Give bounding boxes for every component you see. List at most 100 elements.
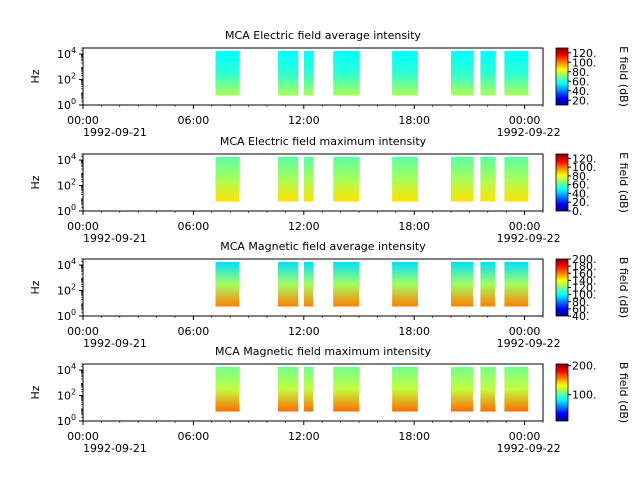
y-tick-label: 104 bbox=[57, 152, 76, 167]
spectrogram-block-8 bbox=[504, 50, 529, 96]
x-tick-label: 00:00 bbox=[67, 430, 99, 443]
spectrogram-block-6 bbox=[451, 366, 474, 412]
x-tick-label: 18:00 bbox=[398, 114, 430, 127]
y-tick-label: 100 bbox=[57, 413, 76, 428]
spectrogram-block-3 bbox=[303, 366, 313, 412]
colorbar-tick-label: 60. bbox=[572, 75, 590, 88]
colorbar-label: E field (dB) bbox=[617, 152, 630, 213]
x-tick-label: 06:00 bbox=[178, 430, 210, 443]
spectrogram-block-2 bbox=[278, 261, 299, 307]
spectrogram-block-3 bbox=[303, 261, 313, 307]
spectrogram-block-2 bbox=[278, 366, 299, 412]
colorbar-tick-label: 180. bbox=[572, 260, 597, 273]
panel-2: MCA Electric field maximum intensity 100 1… bbox=[29, 135, 630, 245]
spectrogram-block-7 bbox=[480, 366, 496, 412]
colorbar bbox=[555, 153, 569, 212]
panel-1: MCA Electric field average intensity 100 1… bbox=[29, 29, 630, 139]
spectrogram-block-3 bbox=[303, 156, 313, 202]
x-tick-label: 18:00 bbox=[398, 325, 430, 338]
x-tick-label: 06:00 bbox=[178, 114, 210, 127]
spectrogram-block-4 bbox=[333, 156, 359, 202]
colorbar-tick-label: 120. bbox=[572, 47, 597, 60]
x-date-label: 1992-09-21 bbox=[83, 126, 147, 139]
spectrogram-block-4 bbox=[333, 366, 359, 412]
spectrogram-block-1 bbox=[215, 50, 240, 96]
spectrogram-block-2 bbox=[278, 50, 299, 96]
colorbar-tick-label: 140. bbox=[572, 274, 597, 287]
x-tick-label: 06:00 bbox=[178, 325, 210, 338]
plot-frame bbox=[82, 153, 544, 212]
colorbar-tick-label: 80. bbox=[572, 66, 590, 79]
y-tick-label: 102 bbox=[57, 72, 76, 87]
x-tick-label: 00:00 bbox=[509, 325, 541, 338]
spectrogram-block-7 bbox=[480, 156, 496, 202]
spectrogram-block-5 bbox=[392, 156, 418, 202]
panel-title: MCA Magnetic field maximum intensity bbox=[215, 345, 431, 358]
x-tick-label: 12:00 bbox=[288, 325, 320, 338]
panel-title: MCA Electric field average intensity bbox=[225, 29, 421, 42]
spectrogram-block-8 bbox=[504, 261, 529, 307]
colorbar-tick-label: 200. bbox=[572, 253, 597, 266]
colorbar-tick-label: 120. bbox=[572, 152, 597, 165]
x-tick-label: 12:00 bbox=[288, 114, 320, 127]
spectrogram-block-8 bbox=[504, 366, 529, 412]
colorbar-tick-label: 80. bbox=[572, 296, 590, 309]
spectrogram-block-6 bbox=[451, 156, 474, 202]
y-axis-label: Hz bbox=[29, 69, 42, 83]
x-tick-label: 18:00 bbox=[398, 430, 430, 443]
colorbar-tick-label: 100. bbox=[572, 56, 597, 69]
spectrogram-block-5 bbox=[392, 50, 418, 96]
plot-frame bbox=[82, 47, 544, 106]
spectrogram-block-6 bbox=[451, 50, 474, 96]
x-tick-label: 00:00 bbox=[509, 220, 541, 233]
x-tick-label: 00:00 bbox=[509, 114, 541, 127]
colorbar-tick-label: 20. bbox=[572, 196, 590, 209]
colorbar-label: B field (dB) bbox=[617, 362, 630, 423]
colorbar-tick-label: 160. bbox=[572, 267, 597, 280]
y-tick-label: 102 bbox=[57, 178, 76, 193]
colorbar-tick-label: 60. bbox=[572, 179, 590, 192]
y-tick-label: 104 bbox=[57, 257, 76, 272]
panel-title: MCA Magnetic field average intensity bbox=[220, 240, 426, 253]
x-tick-label: 00:00 bbox=[67, 325, 99, 338]
y-axis-label: Hz bbox=[29, 385, 42, 399]
spectrogram-block-5 bbox=[392, 366, 418, 412]
y-axis-label: Hz bbox=[29, 175, 42, 189]
spectrogram-block-5 bbox=[392, 261, 418, 307]
panel-4: MCA Magnetic field maximum intensity 100 1… bbox=[29, 345, 630, 455]
spectrogram-block-1 bbox=[215, 366, 240, 412]
y-tick-label: 102 bbox=[57, 283, 76, 298]
colorbar-tick-label: 40. bbox=[572, 85, 590, 98]
y-tick-label: 100 bbox=[57, 203, 76, 218]
y-tick-label: 102 bbox=[57, 388, 76, 403]
x-tick-label: 00:00 bbox=[67, 114, 99, 127]
spectrogram-block-3 bbox=[303, 50, 313, 96]
x-date-label: 1992-09-22 bbox=[497, 232, 561, 245]
spectrogram-block-1 bbox=[215, 156, 240, 202]
panel-3: MCA Magnetic field average intensity 100 1… bbox=[29, 240, 630, 350]
x-date-label: 1992-09-22 bbox=[497, 337, 561, 350]
x-tick-label: 12:00 bbox=[288, 220, 320, 233]
plot-frame bbox=[82, 258, 544, 317]
colorbar-tick-label: 100. bbox=[572, 289, 597, 302]
spectrogram-block-4 bbox=[333, 50, 359, 96]
colorbar-tick-label: 100. bbox=[572, 389, 597, 402]
colorbar bbox=[555, 47, 569, 106]
plot-frame bbox=[82, 363, 544, 422]
x-date-label: 1992-09-21 bbox=[83, 442, 147, 455]
spectrogram-block-6 bbox=[451, 261, 474, 307]
panel-title: MCA Electric field maximum intensity bbox=[220, 135, 427, 148]
spectrogram-block-2 bbox=[278, 156, 299, 202]
x-tick-label: 00:00 bbox=[509, 430, 541, 443]
colorbar-tick-label: 80. bbox=[572, 170, 590, 183]
x-date-label: 1992-09-21 bbox=[83, 232, 147, 245]
x-date-label: 1992-09-22 bbox=[497, 442, 561, 455]
spectrogram-block-4 bbox=[333, 261, 359, 307]
colorbar-tick-label: 200. bbox=[572, 359, 597, 372]
y-tick-label: 100 bbox=[57, 97, 76, 112]
x-date-label: 1992-09-21 bbox=[83, 337, 147, 350]
x-tick-label: 06:00 bbox=[178, 220, 210, 233]
colorbar-tick-label: 60. bbox=[572, 303, 590, 316]
